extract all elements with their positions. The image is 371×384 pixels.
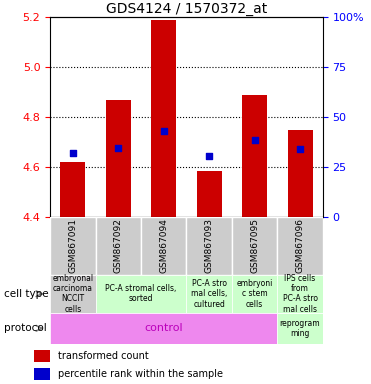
Text: GSM867092: GSM867092 <box>114 218 123 273</box>
Text: GSM867094: GSM867094 <box>159 218 168 273</box>
Bar <box>278 313 323 344</box>
Bar <box>50 313 278 344</box>
Text: reprogram
ming: reprogram ming <box>280 319 321 338</box>
Bar <box>60 162 85 217</box>
Text: percentile rank within the sample: percentile rank within the sample <box>58 369 223 379</box>
Bar <box>151 20 176 217</box>
Point <box>206 153 212 159</box>
Bar <box>35 368 50 380</box>
Text: GSM867093: GSM867093 <box>205 218 214 273</box>
Bar <box>197 171 221 217</box>
Bar <box>96 275 187 313</box>
Bar <box>96 217 141 275</box>
Point <box>297 146 303 152</box>
Text: embryoni
c stem
cells: embryoni c stem cells <box>236 279 273 309</box>
Text: PC-A stromal cells,
sorted: PC-A stromal cells, sorted <box>105 284 177 303</box>
Bar <box>278 275 323 313</box>
Text: IPS cells
from
PC-A stro
mal cells: IPS cells from PC-A stro mal cells <box>283 274 318 314</box>
Bar <box>187 217 232 275</box>
Bar <box>288 130 312 217</box>
Point <box>115 145 121 151</box>
Text: PC-A stro
mal cells,
cultured: PC-A stro mal cells, cultured <box>191 279 227 309</box>
Bar <box>242 95 267 217</box>
Point <box>70 150 76 156</box>
Text: GSM867095: GSM867095 <box>250 218 259 273</box>
Bar <box>50 217 96 275</box>
Text: GSM867091: GSM867091 <box>68 218 77 273</box>
Text: control: control <box>144 323 183 333</box>
Bar <box>106 100 131 217</box>
Point <box>252 137 257 143</box>
Bar <box>278 217 323 275</box>
Bar <box>141 217 187 275</box>
Text: cell type: cell type <box>4 289 48 299</box>
Bar <box>187 275 232 313</box>
Bar <box>232 275 278 313</box>
Text: transformed count: transformed count <box>58 351 148 361</box>
Text: embryonal
carcinoma
NCCIT
cells: embryonal carcinoma NCCIT cells <box>52 274 93 314</box>
Text: GSM867096: GSM867096 <box>296 218 305 273</box>
Bar <box>232 217 278 275</box>
Bar <box>50 275 96 313</box>
Text: protocol: protocol <box>4 323 46 333</box>
Bar <box>35 350 50 362</box>
Title: GDS4124 / 1570372_at: GDS4124 / 1570372_at <box>106 2 267 16</box>
Point <box>161 128 167 134</box>
